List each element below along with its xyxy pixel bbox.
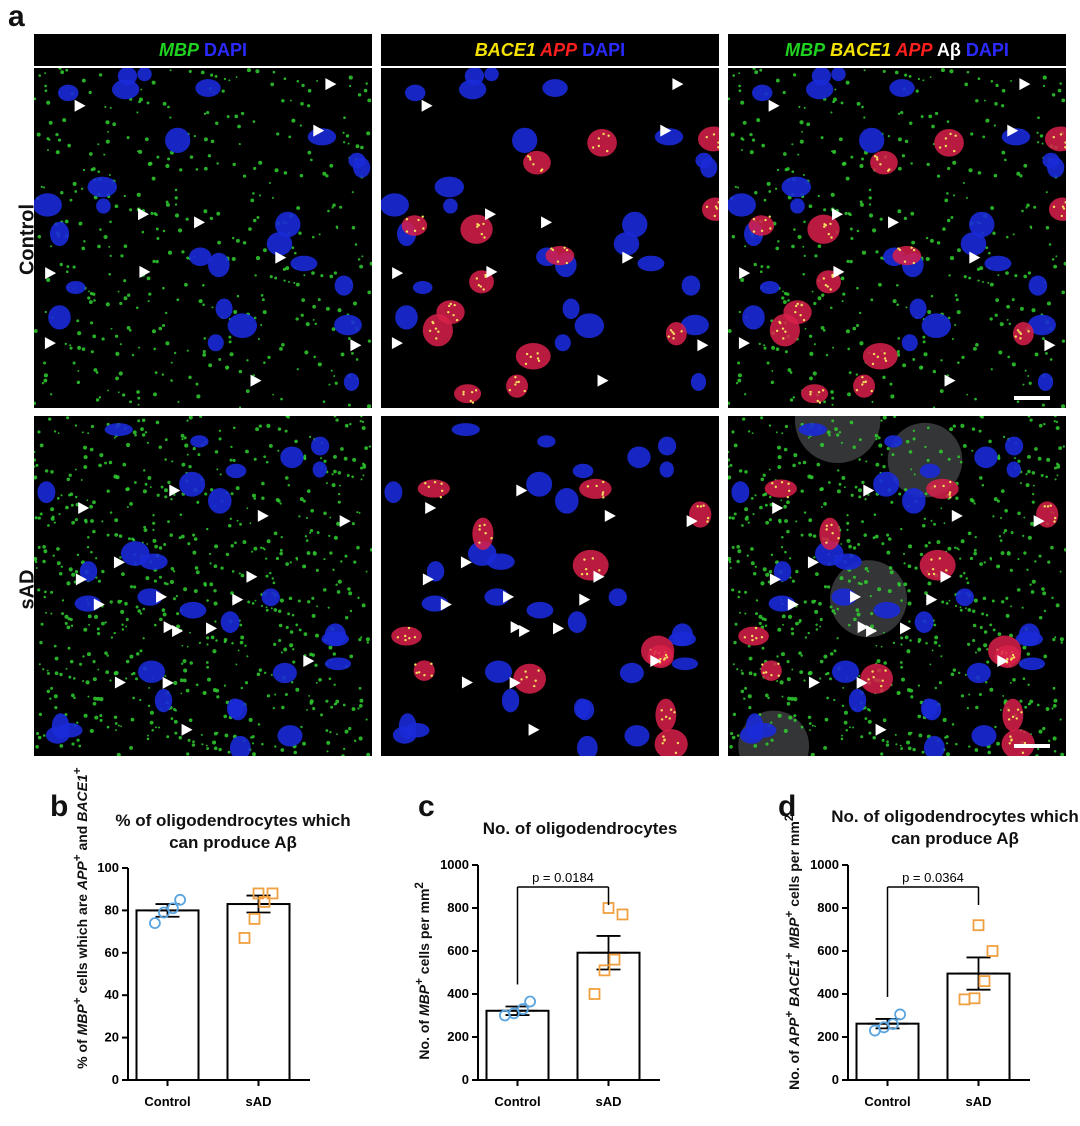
column-header-bace1-app-dapi: BACE1 APP DAPI <box>381 34 719 66</box>
panel-letter-b: b <box>50 790 69 823</box>
chart-d-xtick-label: sAD <box>965 1094 991 1109</box>
chart-b-point-sad <box>248 912 261 925</box>
chart-b-xtick-label: sAD <box>245 1094 271 1109</box>
chart-b-point-control <box>167 902 179 915</box>
chart-d-point-sad <box>968 992 981 1005</box>
chart-c-xtick-label: Control <box>494 1094 540 1109</box>
chart-b-ytick-label: 100 <box>97 860 119 875</box>
header-stain-label: BACE1 <box>825 39 892 60</box>
panel-letter-c: c <box>418 790 435 823</box>
chart-c-bar-sad <box>576 951 641 1081</box>
chart-c-ytick-label: 600 <box>447 943 469 958</box>
chart-b-point-sad <box>238 932 251 944</box>
chart-c-ytick-label: 1000 <box>440 857 469 872</box>
chart-d-point-sad <box>986 945 999 957</box>
chart-c-bar-control <box>485 1009 550 1082</box>
micrograph-sad-bace1-app-dapi <box>381 416 719 756</box>
chart-b-point-sad <box>258 896 271 908</box>
chart-c-pvalue: p = 0.0184 <box>532 870 594 885</box>
panel-letter-a: a <box>8 0 25 33</box>
chart-d-pvalue: p = 0.0364 <box>902 870 964 885</box>
chart-b-ytick-label: 20 <box>105 1030 119 1045</box>
chart-b-ytick-label: 0 <box>112 1072 119 1087</box>
chart-d-point-control <box>894 1008 906 1021</box>
header-stain-label: DAPI <box>960 39 1009 60</box>
chart-d-ytick-label: 600 <box>817 943 839 958</box>
micrograph-control-bace1-app-dapi <box>381 68 719 408</box>
chart-b-ytick-label: 40 <box>105 987 119 1002</box>
chart-d-ytick-label: 400 <box>817 986 839 1001</box>
chart-c-point-sad <box>598 964 611 977</box>
header-stain-label: APP <box>891 39 933 60</box>
header-stain-label: MBP <box>785 39 826 60</box>
micrograph-sad-mbp-dapi <box>34 416 372 756</box>
micrograph-sad-merged <box>728 416 1066 756</box>
chart-b-xtick-label: Control <box>144 1094 190 1109</box>
chart-d-ytick-label: 200 <box>817 1029 839 1044</box>
chart-d-xtick-label: Control <box>864 1094 910 1109</box>
chart-b-title: % of oligodendrocytes which can produce … <box>115 811 351 852</box>
chart-d-ytick-label: 800 <box>817 900 839 915</box>
chart-b-point-control <box>149 917 161 930</box>
chart-d-ytick-label: 1000 <box>810 857 839 872</box>
chart-d-point-sad <box>978 975 991 988</box>
chart-c-ytick-label: 400 <box>447 986 469 1001</box>
chart-d-ytick-label: 0 <box>832 1072 839 1087</box>
column-header-merged: MBP BACE1 APP Aβ DAPI <box>728 34 1066 66</box>
chart-c-title: No. of oligodendrocytes <box>482 819 678 838</box>
chart-d-bar-control <box>855 1022 920 1081</box>
chart-b-bar-control <box>135 909 200 1082</box>
chart-c: 0 200 400 600 800 1000 Control sAD p = 0.0184 <box>440 857 660 1109</box>
header-stain-label: DAPI <box>198 39 247 60</box>
chart-b-point-sad <box>266 887 279 900</box>
chart-c-ytick-label: 0 <box>462 1072 469 1087</box>
chart-d-point-control <box>887 1018 899 1031</box>
chart-d-ylabel: No. of APP+ BACE1+ MBP+ cells per mm2 <box>783 814 802 1090</box>
chart-b-point-sad <box>252 887 265 900</box>
header-stain-label: DAPI <box>577 39 626 60</box>
chart-d: 0 200 400 600 800 1000 Control sAD p = 0.0364 <box>810 857 1030 1109</box>
panel-letter-d: d <box>778 790 797 823</box>
chart-b-bar-sad <box>226 903 291 1082</box>
header-stain-label: Aβ <box>932 39 961 60</box>
micrograph-control-merged <box>728 68 1066 408</box>
chart-b-point-control <box>174 893 186 906</box>
chart-b-ytick-label: 80 <box>105 902 119 917</box>
chart-c-point-sad <box>588 988 601 1000</box>
column-header-mbp-dapi: MBP DAPI <box>34 34 372 66</box>
chart-d-point-sad <box>972 919 985 932</box>
chart-b-ytick-label: 60 <box>105 945 119 960</box>
chart-d-title: No. of oligodendrocytes which can produc… <box>831 807 1079 848</box>
chart-c-ytick-label: 200 <box>447 1029 469 1044</box>
chart-b: 0 20 40 60 80 100 Control sAD <box>97 860 310 1109</box>
micrograph-control-mbp-dapi <box>34 68 372 408</box>
chart-c-point-control <box>524 995 536 1008</box>
chart-c-point-sad <box>616 908 629 921</box>
chart-c-xtick-label: sAD <box>595 1094 621 1109</box>
chart-c-point-sad <box>608 953 621 966</box>
header-stain-label: APP <box>535 39 578 60</box>
chart-c-point-control <box>517 1003 529 1015</box>
chart-c-ytick-label: 800 <box>447 900 469 915</box>
header-stain-label: BACE1 <box>474 39 536 60</box>
header-stain-label: MBP <box>158 39 199 60</box>
